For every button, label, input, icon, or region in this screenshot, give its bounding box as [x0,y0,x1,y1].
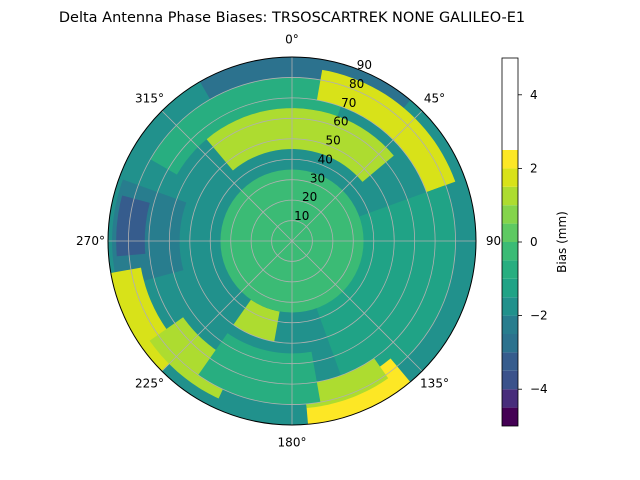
radial-tick-label: 80 [349,77,364,91]
contour-region-1 [200,57,411,116]
colorbar-levels [502,150,518,426]
angle-tick-label: 45° [424,92,445,106]
colorbar-level [502,389,518,408]
angular-tick-labels: 0° 45° 90 135° 180° 225° 270° 315° [76,33,501,450]
contour-region-9 [313,185,456,395]
colorbar-level [502,150,518,169]
colorbar-level [502,407,518,426]
colorbar-level [502,334,518,353]
colorbar-level [502,370,518,390]
radial-tick-label: 40 [318,152,333,166]
radial-tick-label: 90 [357,58,372,72]
angle-tick-label: 180° [278,436,307,450]
contour-region-6 [116,195,150,257]
radial-tick-label: 50 [325,134,340,148]
colorbar-level [502,223,518,242]
colorbar-level [502,260,518,279]
grid-spoke-135 [291,240,423,372]
colorbar: −4 −2 0 2 4 Bias (mm) [501,57,569,427]
colorbar-tick-label: 4 [530,88,538,102]
contour-region-13 [198,333,321,405]
colorbar-tick-label: −2 [530,309,548,323]
colorbar-label: Bias (mm) [555,211,569,273]
colorbar-level [502,315,518,334]
colorbar-level [502,278,518,298]
colorbar-level [502,205,518,224]
colorbar-tick-label: −4 [530,382,548,396]
colorbar-level [502,297,518,316]
contour-region-4 [316,69,456,193]
grid-spoke-45 [291,110,423,242]
angle-tick-label: 315° [135,92,164,106]
grid-spoke-315 [161,110,293,242]
radial-tick-label: 60 [333,115,348,129]
angle-tick-label: 90 [486,234,501,248]
polar-grid [108,57,476,425]
polar-plot-area: 0° 45° 90 135° 180° 225° 270° 315° 10 20 30 40 50 60… [76,33,501,450]
radial-tick-labels: 10 20 30 40 50 60 70 80 90 [294,58,372,223]
radial-tick-label: 70 [341,96,356,110]
colorbar-level [502,352,518,371]
angle-tick-label: 270° [76,234,105,248]
plot-outline [107,56,477,426]
colorbar-ticks: −4 −2 0 2 4 [518,88,548,396]
grid-spoke-225 [161,240,293,372]
colorbar-level [502,242,518,261]
contour-region-2 [150,77,348,175]
colorbar-tick-label: 0 [530,235,538,249]
contour-region-11 [304,358,389,408]
radial-tick-label: 20 [302,190,317,204]
colorbar-level [502,186,518,206]
colorbar-tick-label: 2 [530,161,538,175]
colorbar-level [502,168,518,187]
contour-region-12 [233,299,280,342]
radial-tick-label: 30 [310,171,325,185]
angle-tick-label: 135° [420,377,449,391]
angle-tick-label: 0° [285,33,299,47]
chart-title: Delta Antenna Phase Biases: TRSOSCARTREK… [59,10,525,26]
angle-tick-label: 225° [135,377,164,391]
radial-tick-label: 10 [294,209,309,223]
contour-region-3 [206,108,394,182]
